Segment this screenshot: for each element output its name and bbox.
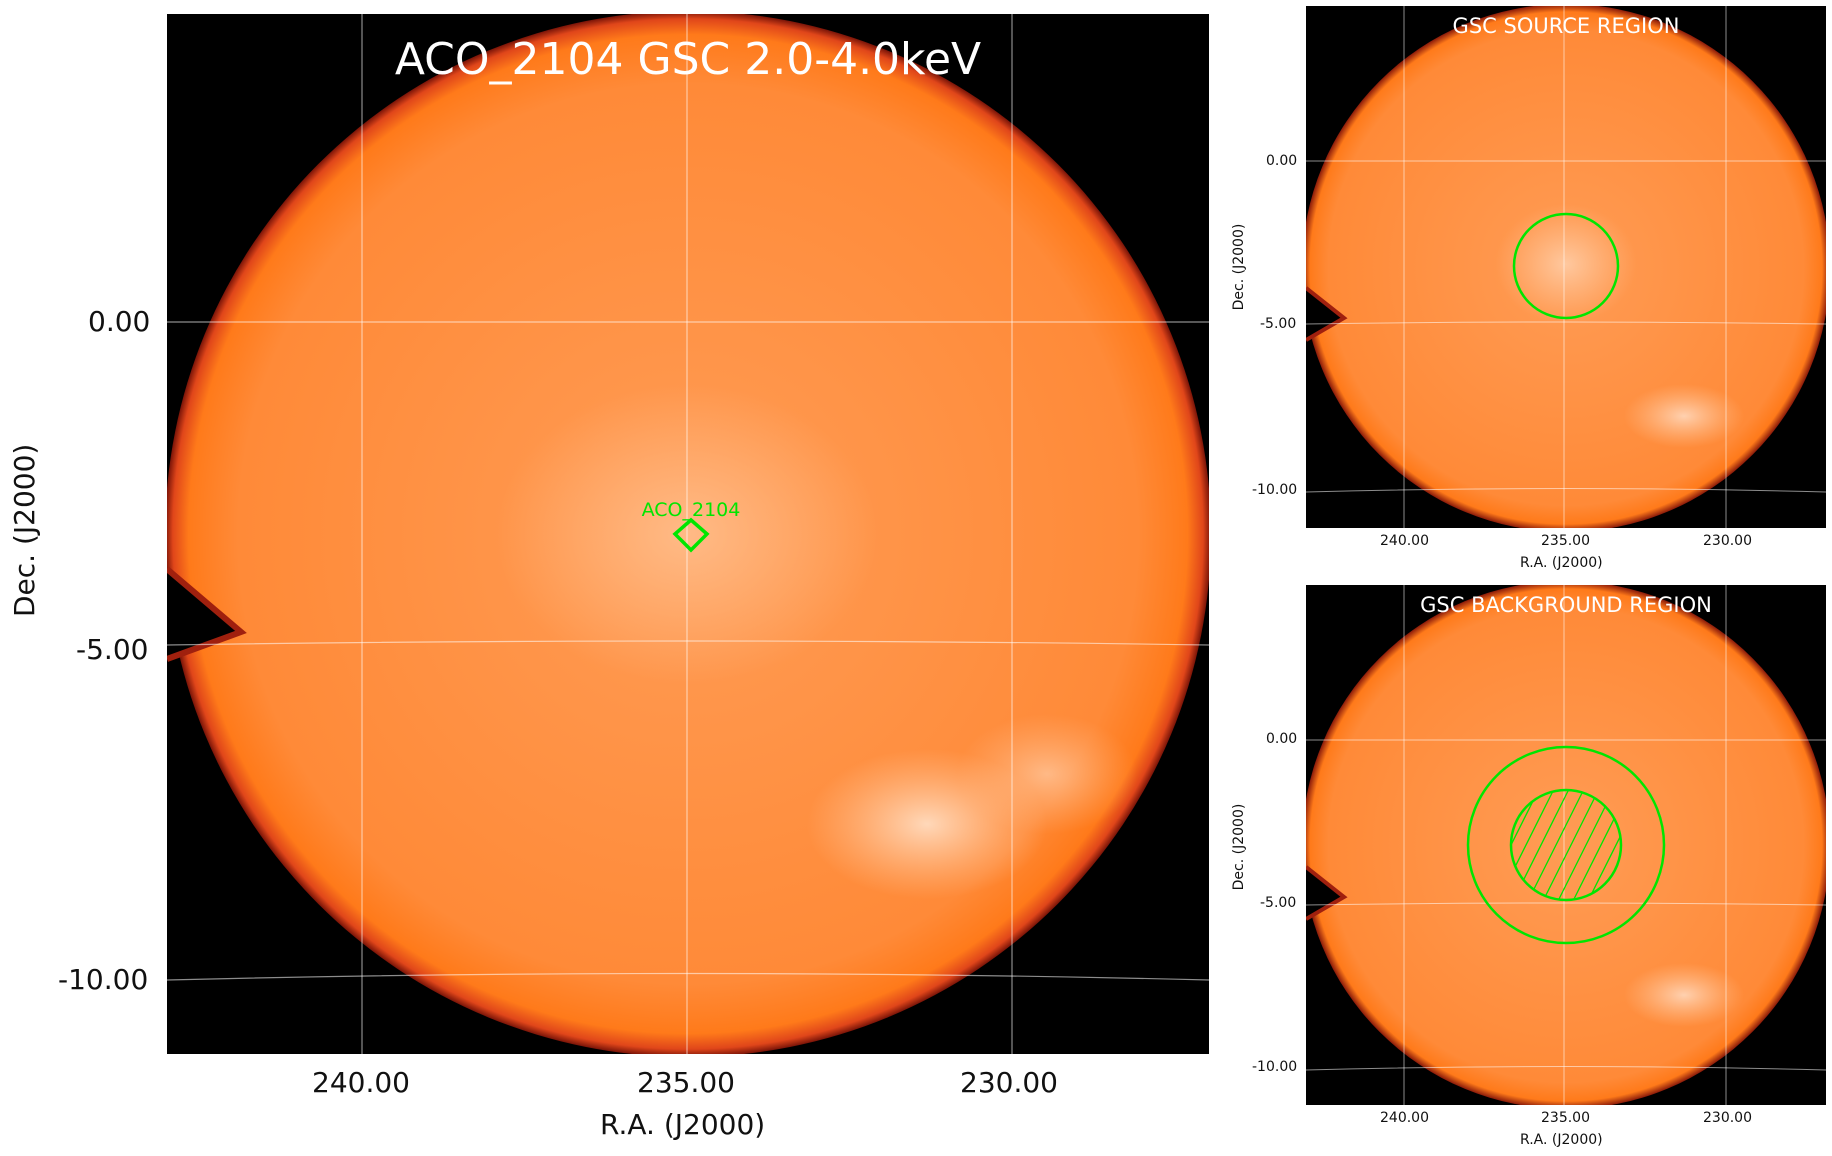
main-x-label: R.A. (J2000): [600, 1108, 766, 1141]
bg-x-label: R.A. (J2000): [1520, 1132, 1603, 1148]
main-y-tick-10: -10.00: [58, 963, 149, 996]
bg-y-tick-10: -10.00: [1252, 1059, 1298, 1075]
source-x-tick-240: 240.00: [1380, 533, 1429, 549]
source-label: ACO_2104: [642, 499, 741, 521]
source-y-tick-5: -5.00: [1260, 316, 1297, 332]
source-sky-map: [1306, 6, 1826, 528]
bg-y-tick-5: -5.00: [1260, 895, 1297, 911]
bg-x-tick-230: 230.00: [1703, 1110, 1752, 1126]
main-x-tick-240: 240.00: [312, 1066, 410, 1099]
main-x-tick-230: 230.00: [960, 1066, 1058, 1099]
source-y-label: Dec. (J2000): [1231, 223, 1247, 311]
bg-x-tick-235: 235.00: [1541, 1110, 1590, 1126]
coordinate-grid: [1306, 585, 1826, 1105]
detector-disk: [1306, 585, 1826, 1105]
bg-y-label: Dec. (J2000): [1231, 803, 1247, 891]
source-panel-title: GSC SOURCE REGION: [1452, 14, 1680, 38]
background-outer-circle: [1466, 745, 1666, 945]
source-marker: [672, 517, 710, 553]
main-title: ACO_2104 GSC 2.0-4.0keV: [394, 34, 982, 85]
source-region-image: GSC SOURCE REGION: [1306, 6, 1826, 528]
background-sky-map: [1306, 585, 1826, 1105]
coordinate-grid: [167, 14, 1209, 1054]
coordinate-grid: [1306, 6, 1826, 528]
background-inner-circle: [1509, 788, 1623, 902]
main-sky-image: ACO_2104 ACO_2104 GSC 2.0-4.0keV: [167, 14, 1209, 1054]
main-x-tick-235: 235.00: [637, 1066, 735, 1099]
background-panel-title: GSC BACKGROUND REGION: [1420, 593, 1712, 617]
source-y-tick-10: -10.00: [1252, 482, 1298, 498]
source-x-tick-230: 230.00: [1703, 533, 1752, 549]
source-x-label: R.A. (J2000): [1520, 555, 1603, 571]
main-y-label: Dec. (J2000): [8, 443, 41, 617]
main-sky-map: ACO_2104: [167, 14, 1209, 1054]
source-region-circle: [1512, 212, 1620, 320]
main-y-tick-5: -5.00: [76, 633, 149, 666]
main-y-tick-0: 0.00: [88, 305, 151, 338]
bg-x-tick-240: 240.00: [1380, 1110, 1429, 1126]
source-y-tick-0: 0.00: [1266, 153, 1298, 169]
bg-y-tick-0: 0.00: [1266, 731, 1298, 747]
source-x-tick-235: 235.00: [1541, 533, 1590, 549]
background-region-image: GSC BACKGROUND REGION: [1306, 585, 1826, 1105]
